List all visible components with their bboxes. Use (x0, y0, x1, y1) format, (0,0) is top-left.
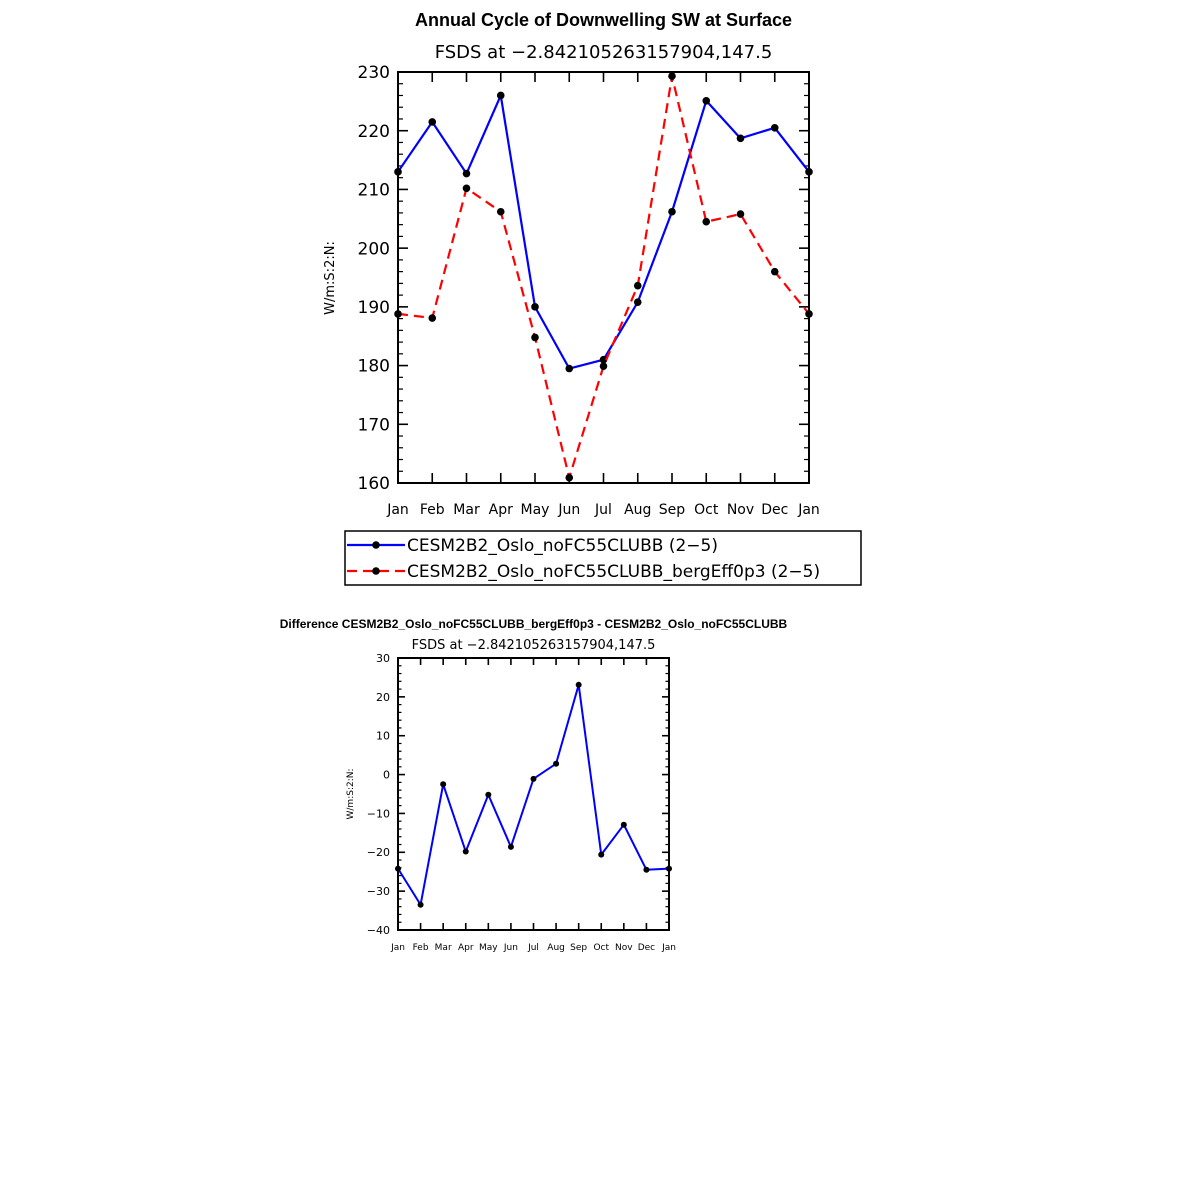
chart2-series-1-point (530, 775, 537, 782)
chart1-x-tick-label: Oct (694, 502, 719, 518)
chart1-series-2-point (496, 207, 505, 216)
chart1-series-2-point (428, 314, 437, 322)
chart2-series-1-point (485, 791, 492, 798)
chart1-series-2-point (668, 72, 676, 80)
chart1-x-tick-label: Mar (453, 502, 480, 518)
chart2-x-tick-label: Aug (547, 943, 565, 953)
chart2-series-1-point (462, 848, 469, 855)
chart2-y-tick-label: 0 (383, 769, 390, 782)
chart2-y-tick-label: −30 (367, 885, 390, 898)
chart1-title: Annual Cycle of Downwelling SW at Surfac… (415, 10, 792, 30)
chart1-y-axis-label: W/m:S:2:N: (323, 241, 338, 315)
chart2-y-tick-label: 10 (376, 730, 390, 743)
chart1-series-2-point (805, 310, 813, 318)
chart1-series-2-point (565, 473, 574, 482)
chart1-y-tick-label: 170 (358, 415, 390, 435)
chart1-series-1-point (736, 134, 745, 143)
chart2-y-tick-label: −10 (367, 807, 390, 820)
chart1-legend-marker (372, 541, 380, 549)
chart1-series-1-point (770, 123, 779, 132)
chart2-x-tick-label: Jul (527, 943, 539, 953)
chart2-x-tick-label: May (479, 943, 498, 953)
chart2-x-tick-label: Feb (413, 943, 429, 953)
chart1-x-tick-label: Jun (557, 502, 580, 518)
chart1-y-tick-label: 210 (358, 181, 390, 201)
chart1-series-2-point (599, 362, 608, 370)
chart1-y-tick-label: 200 (358, 239, 390, 259)
chart1-series-2-point (462, 184, 471, 193)
chart2-series-1-point (598, 851, 605, 858)
chart1-x-tick-label: Nov (727, 502, 754, 518)
chart2-series-1-point (507, 843, 514, 850)
chart2-series-1-point (620, 821, 627, 828)
chart1-legend-marker (372, 567, 380, 575)
chart1-series-2-point (702, 217, 711, 226)
chart1-series-2-point (736, 210, 745, 218)
chart1-series-2-point (770, 267, 779, 276)
chart1-series-2-point (633, 281, 642, 290)
chart1-series-1-line (397, 94, 810, 370)
chart1-x-tick-label: Jan (386, 502, 409, 518)
chart1-series-1-point (668, 207, 676, 216)
chart1-y-tick-label: 190 (358, 298, 390, 318)
chart1-x-tick-label: Feb (420, 502, 445, 518)
chart2-series-1-point (553, 760, 560, 767)
chart2-series-1-point (643, 866, 650, 873)
chart2-y-axis-label: W/m:S:2:N: (346, 769, 356, 820)
chart1-series-1-point (462, 169, 471, 178)
chart1-x-tick-label: Jan (797, 502, 820, 518)
chart2-series-1-point (575, 681, 582, 688)
chart1-series-1-point (633, 298, 642, 306)
chart1-series-2-point (531, 333, 539, 342)
chart2-y-tick-label: 20 (376, 691, 390, 704)
chart1-legend-label: CESM2B2_Oslo_noFC55CLUBB_bergEff0p3 (2−5… (407, 562, 820, 582)
chart1-series-1-point (531, 303, 539, 311)
chart1-x-tick-label: Dec (761, 502, 788, 518)
chart1-series-2-point (394, 310, 402, 318)
chart2-x-tick-label: Jun (503, 943, 518, 953)
chart1-series-1-point (565, 364, 574, 373)
chart1-x-tick-label: Sep (659, 502, 686, 518)
chart2-x-tick-label: Jan (661, 943, 676, 953)
chart2-x-tick-label: Jan (390, 943, 405, 953)
chart1-series-1-point (805, 168, 813, 176)
chart2-plot-frame (397, 657, 670, 931)
chart2-series-1-point (666, 865, 672, 872)
chart1-series-1-point (428, 118, 437, 126)
chart2-x-tick-label: Mar (435, 943, 452, 953)
chart2-x-tick-label: Dec (638, 943, 655, 953)
chart2-series-1-point (417, 901, 424, 908)
chart1-legend-box (344, 530, 862, 586)
chart2-series-1-point (440, 781, 447, 788)
chart2-y-tick-label: −40 (367, 924, 390, 937)
chart1-series-1-point (394, 168, 402, 176)
chart2-x-tick-label: Nov (615, 943, 633, 953)
chart2-series-1-line (397, 683, 670, 906)
chart1-series-1-point (599, 355, 608, 364)
chart1-series-1-point (496, 91, 505, 100)
chart2-x-tick-label: Apr (458, 943, 474, 953)
chart1-y-tick-label: 160 (358, 474, 390, 494)
chart1-y-tick-label: 180 (358, 357, 390, 377)
chart1-x-tick-label: Jul (594, 502, 612, 518)
chart1-plot-frame (397, 71, 810, 484)
chart1-y-tick-label: 230 (358, 63, 390, 83)
chart2-subtitle: FSDS at −2.842105263157904,147.5 (412, 638, 656, 653)
chart2-y-tick-label: −20 (367, 846, 390, 859)
chart1-x-tick-label: Aug (624, 502, 651, 518)
chart1-series-1-point (702, 96, 711, 105)
chart1-x-tick-label: Apr (489, 502, 513, 518)
chart2-series-1-point (395, 865, 401, 872)
chart1-x-tick-label: May (521, 502, 550, 518)
chart1-subtitle: FSDS at −2.842105263157904,147.5 (435, 42, 773, 63)
chart1-y-tick-label: 220 (358, 122, 390, 142)
chart2-x-tick-label: Oct (593, 943, 609, 953)
chart2-y-tick-label: 30 (376, 652, 390, 665)
chart2-x-tick-label: Sep (570, 943, 587, 953)
chart2-title: Difference CESM2B2_Oslo_noFC55CLUBB_berg… (280, 617, 788, 631)
chart1-legend-label: CESM2B2_Oslo_noFC55CLUBB (2−5) (407, 536, 718, 556)
